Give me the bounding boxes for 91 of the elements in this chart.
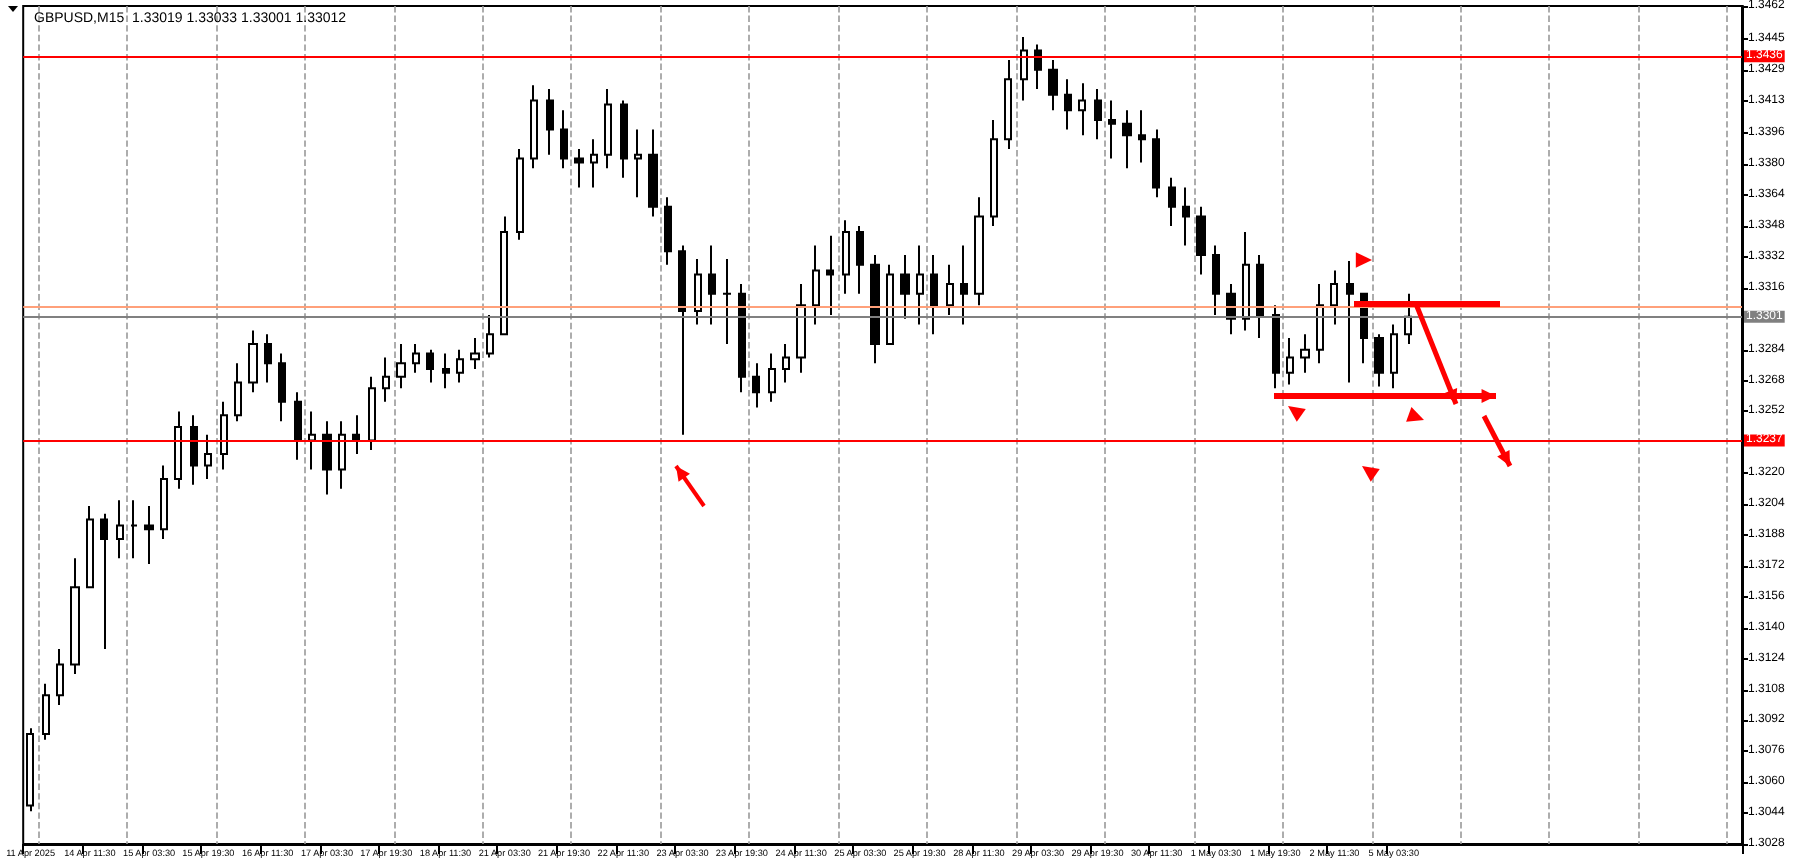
candlestick [738, 283, 746, 394]
candlestick [1004, 59, 1012, 150]
candlestick [160, 464, 168, 540]
candlestick [1256, 254, 1264, 340]
candlestick [1168, 176, 1176, 228]
candlestick [516, 147, 524, 241]
candlestick [1048, 59, 1058, 112]
candlestick [768, 352, 776, 403]
candlestick [722, 257, 732, 345]
candlestick [234, 362, 242, 423]
candlestick [382, 356, 390, 403]
candlestick [338, 420, 346, 490]
candlestick [1330, 269, 1338, 326]
candlestick [86, 505, 94, 589]
candlestick [1374, 333, 1384, 388]
candlestick [322, 420, 332, 496]
candlestick [1212, 244, 1220, 316]
candlestick [1272, 304, 1280, 390]
candlestick [1182, 186, 1190, 247]
candlestick [782, 342, 790, 384]
candlestick [190, 414, 198, 486]
candlestick [946, 263, 954, 316]
candlestick [708, 244, 716, 326]
candlestick [100, 512, 108, 650]
candlestick [456, 348, 464, 384]
candlestick [1152, 128, 1160, 199]
candlestick [1020, 35, 1028, 102]
candlestick [1390, 323, 1398, 390]
candlestick [248, 329, 258, 394]
candlestick [752, 362, 760, 409]
candlestick [1300, 333, 1310, 374]
candlestick [308, 410, 316, 471]
candlestick [886, 263, 894, 345]
candlestick [116, 499, 124, 560]
candlestick [174, 410, 182, 490]
candlestick [1034, 43, 1042, 91]
candlestick [130, 499, 138, 560]
candlestick [204, 433, 212, 481]
candlestick [560, 109, 568, 170]
candlestick [264, 333, 272, 384]
candlestick [1242, 230, 1250, 332]
candlestick [442, 352, 450, 390]
candlestick [1078, 82, 1086, 137]
candlestick [426, 348, 434, 384]
candlestick [842, 219, 850, 295]
candlestick [930, 254, 938, 336]
candlestick [916, 244, 924, 326]
candlestick [1346, 259, 1354, 384]
candlestick [1138, 109, 1146, 164]
candlestick [870, 254, 880, 365]
candlestick [1404, 292, 1412, 345]
candlestick [590, 138, 598, 189]
candlestick [678, 244, 686, 436]
candlestick [546, 88, 554, 156]
candlestick [56, 647, 64, 706]
candlestick [412, 342, 420, 374]
candlestick [694, 257, 702, 326]
candlestick [70, 557, 80, 676]
candlestick [294, 391, 302, 461]
candlestick [1108, 99, 1116, 160]
candlestick [796, 283, 806, 374]
candlestick [1122, 109, 1132, 170]
candlestick [648, 128, 658, 218]
candlestick [42, 682, 50, 741]
candlestick [220, 400, 228, 471]
candlestick [352, 414, 360, 455]
candlestick [1316, 283, 1324, 365]
candlestick [144, 505, 154, 566]
candlestick [574, 147, 584, 189]
candlestick [1196, 205, 1206, 276]
candlestick [990, 118, 998, 228]
candlestick [604, 88, 612, 170]
candlestick [470, 337, 480, 370]
candlestick [974, 196, 984, 307]
candlestick [396, 342, 406, 390]
candlestick [812, 244, 820, 326]
candlestick [960, 244, 968, 326]
candlestick [1094, 88, 1102, 141]
candlestick [1286, 337, 1294, 386]
candlestick [1064, 78, 1072, 131]
candlestick [620, 99, 628, 179]
candlestick [486, 313, 494, 359]
candlestick [500, 215, 508, 336]
candlestick [826, 234, 834, 316]
candlestick [856, 225, 864, 295]
candlestick [530, 84, 538, 170]
candlestick [278, 352, 286, 423]
candlestick [368, 375, 376, 452]
candlestick [900, 254, 910, 320]
candlestick [634, 128, 642, 199]
candlestick [664, 196, 672, 266]
